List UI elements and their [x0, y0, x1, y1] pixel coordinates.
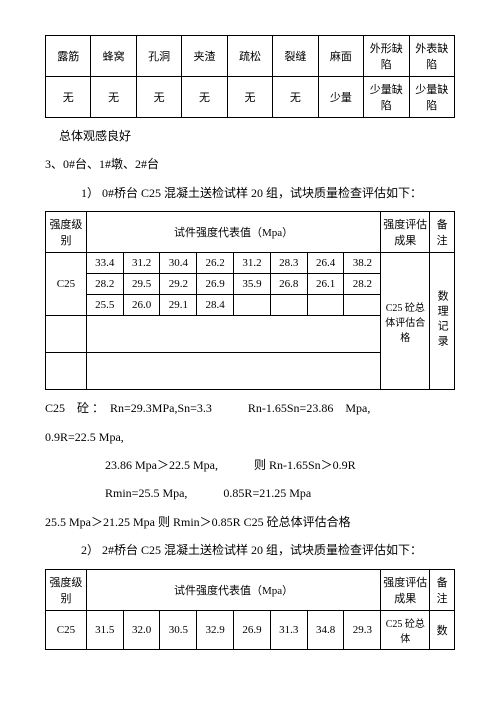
- note: 数理记录: [430, 253, 455, 390]
- para-item1: 1） 0#桥台 C25 混凝土送检试样 20 组，试块质量检查评估如下：: [45, 183, 455, 203]
- result: C25 砼总体: [381, 610, 430, 649]
- result: C25 砼总体评估合格: [381, 253, 430, 390]
- val: 少量: [318, 77, 363, 118]
- hdr-result: 强度评估成果: [381, 212, 430, 253]
- hdr-values: 试件强度代表值（Mpa）: [86, 212, 380, 253]
- val: 无: [182, 77, 227, 118]
- p5: 0.9R=22.5 Mpa,: [45, 427, 455, 447]
- hdr: 孔洞: [136, 36, 181, 77]
- val: 少量缺陷: [409, 77, 455, 118]
- hdr: 露筋: [46, 36, 91, 77]
- hdr: 蜂窝: [91, 36, 136, 77]
- p7: Rmin=25.5 Mpa, 0.85R=21.25 Mpa: [45, 483, 455, 503]
- grade: C25: [46, 610, 87, 649]
- grade: C25: [46, 253, 87, 316]
- val: 无: [273, 77, 318, 118]
- p8: 25.5 Mpa＞21.25 Mpa 则 Rmin＞0.85R C25 砼总体评…: [45, 512, 455, 532]
- hdr-result: 强度评估成果: [381, 569, 430, 610]
- para-gangan: 总体观感良好: [45, 126, 455, 146]
- val: 无: [136, 77, 181, 118]
- p9: 2） 2#桥台 C25 混凝土送检试样 20 组，试块质量检查评估如下：: [45, 540, 455, 560]
- hdr-strength: 强度级别: [46, 212, 87, 253]
- para-section: 3、0#台、1#墩、2#台: [45, 154, 455, 174]
- hdr: 裂缝: [273, 36, 318, 77]
- hdr-note: 备注: [430, 212, 455, 253]
- defect-table: 露筋 蜂窝 孔洞 夹渣 疏松 裂缝 麻面 外形缺陷 外表缺陷 无 无 无 无 无…: [45, 35, 455, 118]
- strength-table-b: 强度级别 试件强度代表值（Mpa） 强度评估成果 备注 C25 31.532.0…: [45, 569, 455, 650]
- hdr-note: 备注: [430, 569, 455, 610]
- hdr: 外形缺陷: [364, 36, 409, 77]
- val: 少量缺陷: [364, 77, 409, 118]
- val: 无: [227, 77, 272, 118]
- hdr: 麻面: [318, 36, 363, 77]
- hdr-values: 试件强度代表值（Mpa）: [86, 569, 380, 610]
- p6: 23.86 Mpa＞22.5 Mpa, 则 Rn-1.65Sn＞0.9R: [45, 455, 455, 475]
- strength-table-a: 强度级别 试件强度代表值（Mpa） 强度评估成果 备注 C25 33.431.2…: [45, 211, 455, 390]
- note: 数: [430, 610, 455, 649]
- hdr: 疏松: [227, 36, 272, 77]
- hdr: 夹渣: [182, 36, 227, 77]
- hdr-strength: 强度级别: [46, 569, 87, 610]
- hdr: 外表缺陷: [409, 36, 455, 77]
- p4: C25 砼 ： Rn=29.3MPa,Sn=3.3 Rn-1.65Sn=23.8…: [45, 398, 455, 418]
- val: 无: [91, 77, 136, 118]
- val: 无: [46, 77, 91, 118]
